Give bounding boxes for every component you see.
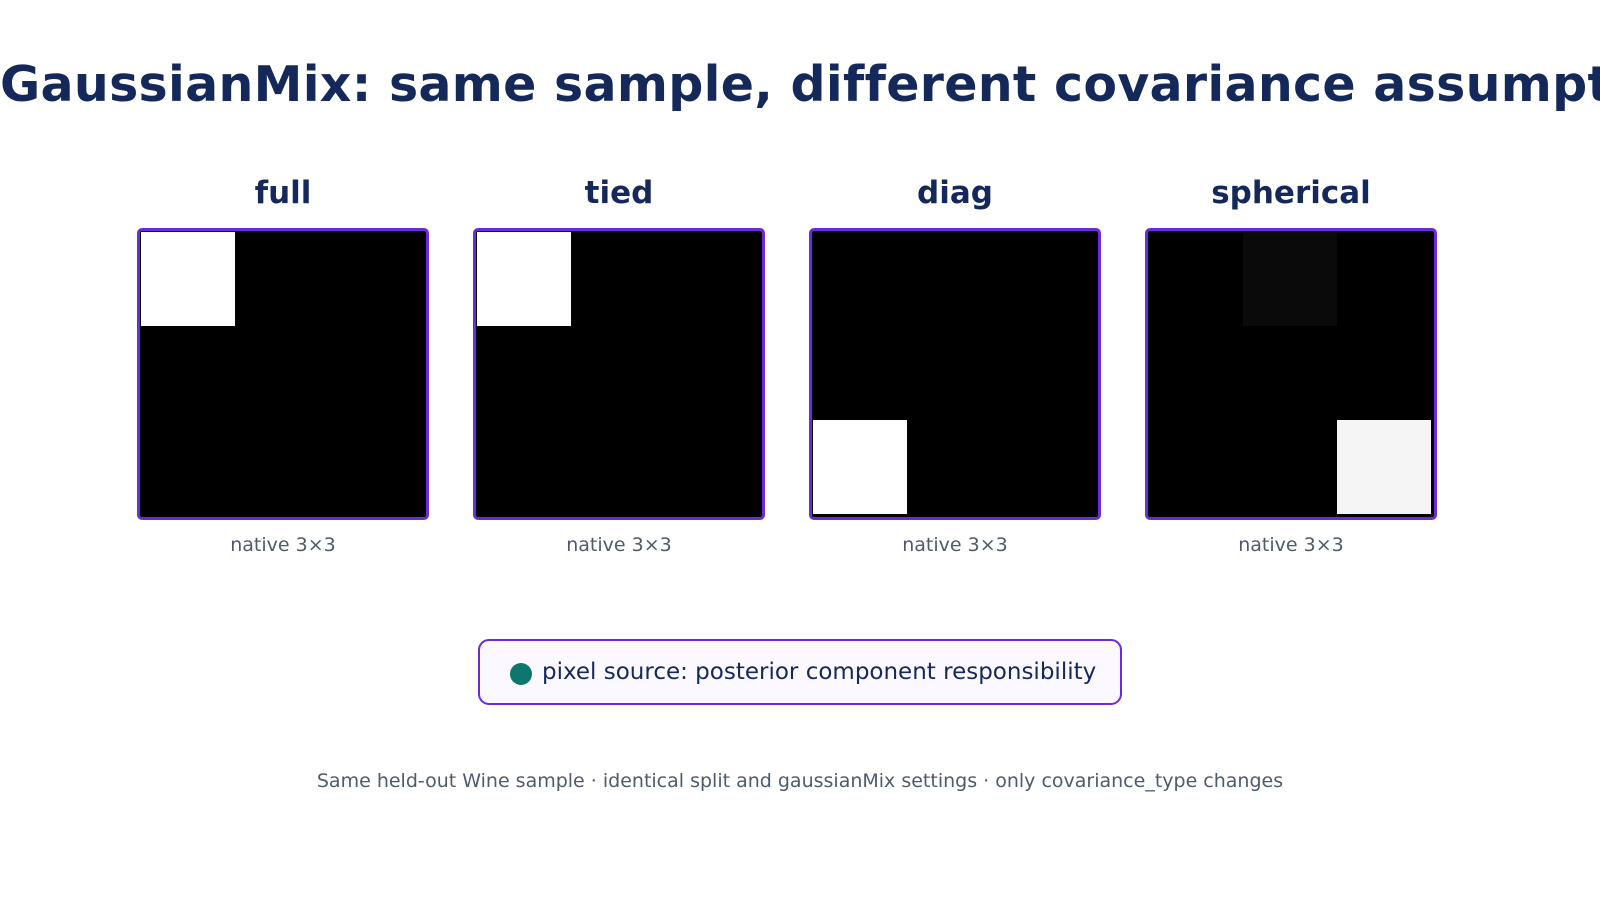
panel-title: tied: [584, 175, 654, 211]
heatmap-cell-r1-c1: [235, 326, 329, 420]
heatmap-cell-r2-c0: [813, 420, 907, 514]
heatmap-frame: [1145, 228, 1437, 520]
heatmap-cell-r2-c1: [907, 420, 1001, 514]
heatmap-panel-spherical: spherical native 3×3: [1145, 170, 1437, 556]
panel-title: diag: [917, 175, 993, 211]
heatmap-cell-r0-c0: [141, 232, 235, 326]
panel-caption: native 3×3: [566, 534, 672, 556]
heatmap-cell-r1-c1: [1243, 326, 1337, 420]
heatmap-cell-r0-c1: [235, 232, 329, 326]
legend-marker: [510, 663, 532, 685]
heatmap-cell-r1-c1: [571, 326, 665, 420]
legend: pixel source: posterior component respon…: [478, 639, 1122, 705]
heatmap-cell-r1-c0: [1149, 326, 1243, 420]
heatmap-cell-r2-c0: [141, 420, 235, 514]
heatmap-cell-r0-c2: [1001, 232, 1095, 326]
heatmap-cell-r1-c2: [1001, 326, 1095, 420]
heatmap-cell-r2-c0: [1149, 420, 1243, 514]
heatmap-cell-r0-c0: [1149, 232, 1243, 326]
heatmap-cell-r1-c0: [477, 326, 571, 420]
heatmap-grid: [477, 232, 759, 514]
page-title: GaussianMix: same sample, different cova…: [0, 56, 1600, 113]
heatmap-cell-r0-c0: [477, 232, 571, 326]
heatmap-cell-r0-c1: [907, 232, 1001, 326]
legend-label: pixel source: posterior component respon…: [542, 659, 1097, 685]
panel-caption: native 3×3: [230, 534, 336, 556]
heatmap-grid: [141, 232, 423, 514]
footer-note: Same held-out Wine sample · identical sp…: [316, 770, 1284, 792]
heatmap-frame: [137, 228, 429, 520]
heatmap-cell-r0-c1: [571, 232, 665, 326]
heatmap-cell-r2-c2: [1001, 420, 1095, 514]
heatmap-cell-r2-c0: [477, 420, 571, 514]
panel-caption: native 3×3: [902, 534, 1008, 556]
heatmap-cell-r1-c0: [813, 326, 907, 420]
heatmap-cell-r0-c1: [1243, 232, 1337, 326]
heatmap-cell-r2-c2: [1337, 420, 1431, 514]
heatmap-frame: [473, 228, 765, 520]
heatmap-grid: [813, 232, 1095, 514]
heatmap-cell-r1-c2: [329, 326, 423, 420]
heatmap-panel-full: full native 3×3: [137, 170, 429, 556]
panel-title: spherical: [1211, 175, 1371, 211]
heatmap-cell-r2-c1: [235, 420, 329, 514]
heatmap-cell-r0-c2: [1337, 232, 1431, 326]
heatmap-frame: [809, 228, 1101, 520]
panel-title: full: [254, 175, 312, 211]
heatmap-cell-r1-c0: [141, 326, 235, 420]
panel-caption: native 3×3: [1238, 534, 1344, 556]
heatmap-cell-r2-c2: [665, 420, 759, 514]
heatmap-cell-r2-c1: [571, 420, 665, 514]
heatmap-cell-r0-c2: [665, 232, 759, 326]
heatmap-cell-r1-c1: [907, 326, 1001, 420]
heatmap-cell-r1-c2: [1337, 326, 1431, 420]
heatmap-cell-r0-c0: [813, 232, 907, 326]
heatmap-cell-r2-c1: [1243, 420, 1337, 514]
heatmap-panel-tied: tied native 3×3: [473, 170, 765, 556]
heatmap-cell-r2-c2: [329, 420, 423, 514]
heatmap-grid: [1149, 232, 1431, 514]
heatmap-cell-r1-c2: [665, 326, 759, 420]
heatmap-panel-diag: diag native 3×3: [809, 170, 1101, 556]
heatmap-cell-r0-c2: [329, 232, 423, 326]
